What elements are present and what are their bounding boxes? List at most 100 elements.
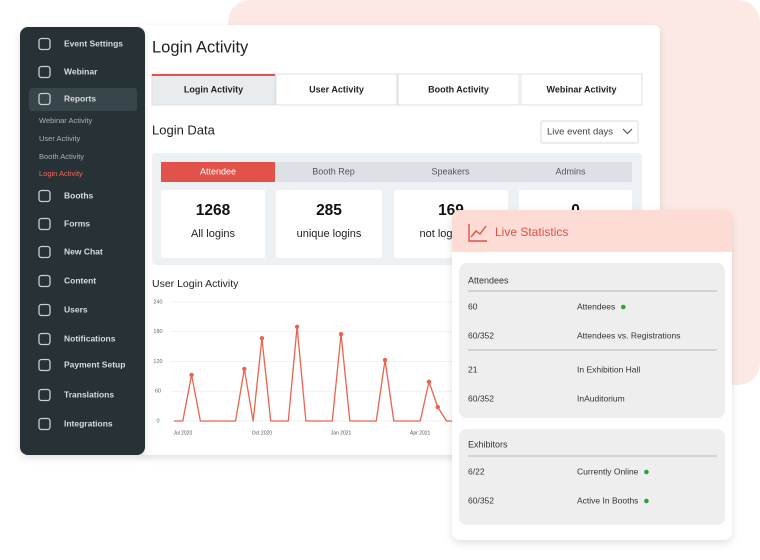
menu-icon (38, 388, 51, 402)
tab[interactable] (275, 73, 398, 106)
menu-item[interactable]: Content (64, 275, 96, 285)
role-tabs: Attendee Booth Rep Speakers Admins (161, 162, 632, 182)
data-point (435, 404, 440, 410)
page-title: Login Activity (152, 38, 249, 56)
submenu-item[interactable]: Login Activity (39, 169, 83, 178)
menu-icon (38, 92, 51, 106)
stat-value: 285 (316, 202, 342, 219)
stat-label: unique logins (297, 228, 362, 240)
role-tab[interactable] (392, 162, 509, 182)
menu-icon (38, 303, 51, 317)
menu-icon (38, 332, 51, 346)
menu-item[interactable]: Booths (64, 190, 94, 200)
section-title: Exhibitors (468, 439, 508, 449)
menu-item[interactable]: Notifications (64, 333, 116, 343)
y-tick-label: 0 (156, 418, 159, 424)
stat-label: Currently Online (577, 466, 639, 476)
submenu-item[interactable]: Booth Activity (39, 152, 84, 161)
menu-item[interactable]: Webinar (64, 66, 98, 76)
dropdown[interactable] (540, 120, 639, 144)
live-icon (468, 224, 487, 242)
menu-icon (38, 37, 51, 51)
menu-item[interactable]: Event Settings (64, 38, 123, 48)
menu-icon (38, 189, 51, 203)
role-tab-label[interactable]: Attendee (200, 166, 236, 176)
x-tick-label: Oct 2020 (252, 430, 273, 436)
menu-item[interactable]: New Chat (64, 246, 103, 256)
tab[interactable] (520, 73, 643, 106)
exhibitors-box (459, 429, 725, 525)
stat-label: In Exhibition Hall (577, 364, 640, 374)
sidebar (20, 27, 145, 455)
live-dot (644, 469, 649, 475)
live-header (452, 210, 732, 252)
menu-item[interactable]: Integrations (64, 418, 113, 428)
y-tick-label: 180 (153, 329, 162, 335)
y-tick-label: 60 (155, 389, 161, 395)
x-tick-label: Jul 2020 (173, 430, 192, 436)
role-tab-label[interactable]: Booth Rep (312, 166, 355, 176)
stat-label: All logins (191, 228, 236, 240)
data-point (338, 332, 344, 337)
stat-card (161, 190, 265, 258)
stat-label: InAuditorium (577, 393, 625, 403)
menu-icon (38, 358, 51, 372)
tab-indicator (152, 74, 275, 76)
menu-item[interactable]: Users (64, 304, 88, 314)
section-title: Attendees (468, 275, 509, 285)
submenu-item[interactable]: User Activity (39, 134, 81, 143)
menu-icon (38, 245, 51, 259)
menu-icon (38, 217, 51, 231)
stat-value: 60/352 (468, 393, 494, 403)
stat-label: Attendees vs. Registrations (577, 330, 680, 340)
stat-value: 6/22 (468, 466, 485, 476)
stat-label: Active In Booths (577, 495, 638, 505)
tab[interactable] (397, 73, 520, 106)
data-point (259, 335, 265, 341)
tab-label[interactable]: Booth Activity (428, 84, 489, 94)
live-rows: Attendees 60 Attendees 60/352 Attendees vs. … (468, 275, 717, 505)
x-tick-label: Apr 2021 (410, 430, 431, 436)
stat-card (276, 190, 382, 258)
data-point (382, 357, 388, 363)
role-tab[interactable] (161, 162, 275, 182)
tab-label[interactable]: User Activity (309, 84, 364, 94)
stat-label: Attendees (577, 301, 615, 311)
menu-icon (38, 417, 51, 431)
role-tab[interactable] (275, 162, 392, 182)
data-point (242, 366, 247, 372)
menu-item[interactable]: Reports (64, 93, 96, 103)
menu-item[interactable]: Forms (64, 218, 90, 228)
menu-item[interactable]: Translations (64, 389, 114, 399)
role-tab-label[interactable]: Admins (555, 166, 586, 176)
sidebar-active (29, 88, 137, 111)
live-dot (620, 304, 626, 310)
submenu-item[interactable]: Webinar Activity (39, 116, 92, 125)
tab-label[interactable]: Webinar Activity (546, 84, 616, 94)
stat-value: 60/352 (468, 495, 494, 505)
y-tick-label: 240 (153, 299, 162, 305)
tabs: Login Activity User Activity Booth Activit… (151, 73, 643, 106)
role-tab-label[interactable]: Speakers (431, 166, 470, 176)
dropdown-caret (622, 128, 633, 135)
section-title: Login Data (152, 122, 216, 137)
x-tick-label: Jan 2021 (331, 430, 352, 436)
live-title: Live Statistics (495, 225, 568, 239)
data-point (294, 324, 300, 329)
data-point (426, 379, 432, 385)
stat-value: 21 (468, 364, 478, 374)
menu-icon (38, 65, 51, 79)
live-dot (644, 498, 649, 504)
role-tab[interactable] (509, 162, 632, 182)
dropdown-label: Live event days (547, 127, 613, 138)
stat-value: 60/352 (468, 330, 494, 340)
tab-label[interactable]: Login Activity (184, 84, 243, 94)
tab[interactable] (151, 73, 276, 106)
stat-value: 1268 (196, 202, 231, 219)
attendees-box (459, 263, 725, 418)
data-point (189, 372, 194, 378)
y-tick-label: 120 (153, 359, 162, 365)
menu-item[interactable]: Payment Setup (64, 359, 125, 369)
